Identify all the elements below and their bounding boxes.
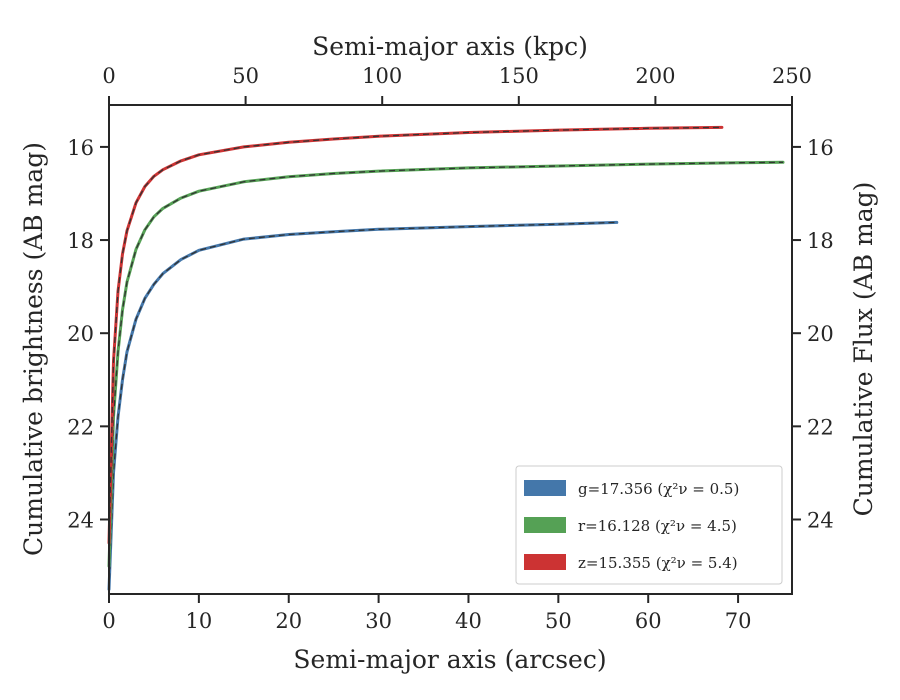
series-fit-line-2 xyxy=(108,161,784,567)
right-y-axis-label: Cumulative Flux (AB mag) xyxy=(849,182,878,517)
plot-frame xyxy=(108,104,793,595)
legend-label-1: g=17.356 (χ²ν = 0.5) xyxy=(578,480,739,498)
x-tick-label: 40 xyxy=(455,609,482,633)
right-y-tick-label: 20 xyxy=(807,322,834,346)
x-tick-label: 30 xyxy=(365,609,392,633)
y-tick-label: 24 xyxy=(67,508,94,532)
ticks-layer: 0 10 20 30 40 50 60 70 0 50 100 150 200 250 16 16 18 18 20… xyxy=(67,64,833,633)
x-tick-label: 70 xyxy=(725,609,752,633)
y-axis-label: Cumulative brightness (AB mag) xyxy=(19,142,48,556)
series-fit-line-1 xyxy=(108,221,617,590)
series-layer xyxy=(107,125,785,591)
top-x-axis-label: Semi-major axis (kpc) xyxy=(312,32,588,61)
y-tick-label: 18 xyxy=(67,229,94,253)
right-y-tick-label: 22 xyxy=(807,415,834,439)
x-tick-label: 60 xyxy=(635,609,662,633)
top-x-tick-label: 50 xyxy=(232,64,259,88)
legend-items: g=17.356 (χ²ν = 0.5) r=16.128 (χ²ν = 4.5)… xyxy=(524,480,739,572)
x-tick-label: 10 xyxy=(186,609,213,633)
top-x-tick-label: 0 xyxy=(102,64,115,88)
y-tick-label: 16 xyxy=(67,136,94,160)
top-x-tick-label: 100 xyxy=(362,64,402,88)
top-x-tick-label: 250 xyxy=(772,64,812,88)
right-y-tick-label: 18 xyxy=(807,229,834,253)
right-y-tick-label: 24 xyxy=(807,508,834,532)
top-x-tick-label: 200 xyxy=(635,64,675,88)
series-fit-line-3 xyxy=(108,126,722,543)
y-tick-label: 22 xyxy=(67,415,94,439)
x-tick-label: 0 xyxy=(102,609,115,633)
x-tick-label: 20 xyxy=(275,609,302,633)
legend-swatch-3 xyxy=(524,554,566,570)
x-axis-label: Semi-major axis (arcsec) xyxy=(293,645,606,674)
y-tick-label: 20 xyxy=(67,322,94,346)
legend-label-2: r=16.128 (χ²ν = 4.5) xyxy=(578,517,737,535)
legend-swatch-2 xyxy=(524,517,566,533)
legend-box xyxy=(515,465,783,585)
x-tick-label: 50 xyxy=(545,609,572,633)
top-x-tick-label: 150 xyxy=(499,64,539,88)
legend-label-3: z=15.355 (χ²ν = 5.4) xyxy=(578,554,738,572)
right-y-tick-label: 16 xyxy=(807,136,834,160)
legend: g=17.356 (χ²ν = 0.5) r=16.128 (χ²ν = 4.5)… xyxy=(515,465,783,585)
legend-swatch-1 xyxy=(524,480,566,496)
